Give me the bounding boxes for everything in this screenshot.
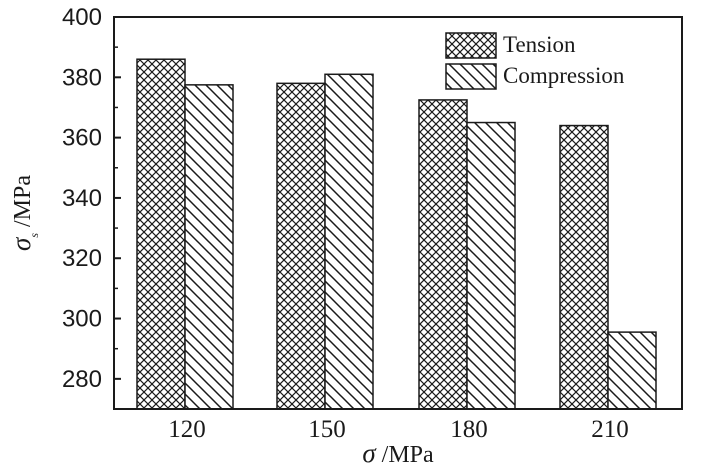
y-tick-label-320: 320 (62, 245, 102, 272)
bar-tension-210 (559, 124, 609, 410)
bar-compression-150 (324, 73, 374, 410)
y-tick-label-380: 380 (62, 64, 102, 91)
legend-label-compression: Compression (503, 63, 625, 88)
y-tick-label-400: 400 (62, 4, 102, 31)
x-tick-label-210: 210 (591, 416, 629, 443)
legend-swatch-compression (445, 63, 497, 90)
x-axis-title: σ /MPa (362, 438, 434, 468)
legend-label-tension: Tension (503, 32, 576, 57)
x-tick-label-180: 180 (450, 416, 488, 443)
legend: Tension Compression (445, 32, 625, 90)
y-axis-title: σs /MPa (6, 175, 41, 251)
legend-swatch-tension (445, 32, 497, 59)
bar-tension-180 (418, 99, 468, 410)
bar-tension-150 (276, 82, 326, 410)
bar-compression-210 (607, 331, 657, 410)
bar-tension-120 (136, 58, 186, 410)
x-axis: 120 150 180 210 (168, 416, 629, 443)
y-tick-label-340: 340 (62, 185, 102, 212)
y-axis: 280 300 320 340 360 380 400 (62, 4, 121, 393)
y-tick-label-360: 360 (62, 125, 102, 152)
x-tick-label-120: 120 (168, 416, 206, 443)
bars-group (136, 58, 657, 410)
plot-frame (113, 16, 683, 410)
bar-compression-180 (466, 121, 516, 410)
y-tick-label-280: 280 (62, 366, 102, 393)
y-tick-label-300: 300 (62, 306, 102, 333)
x-tick-label-150: 150 (308, 416, 346, 443)
bar-compression-120 (184, 84, 234, 410)
